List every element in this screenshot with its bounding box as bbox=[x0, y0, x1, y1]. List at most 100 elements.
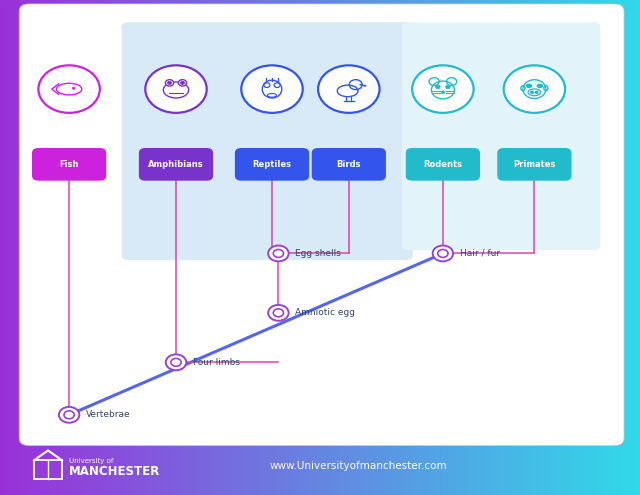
Bar bbox=[442, 0, 444, 495]
Bar bbox=[333, 0, 335, 495]
Circle shape bbox=[64, 411, 74, 419]
Bar bbox=[11, 0, 13, 495]
Bar bbox=[190, 0, 192, 495]
Bar bbox=[390, 0, 392, 495]
Bar bbox=[446, 0, 448, 495]
Circle shape bbox=[538, 85, 541, 87]
Circle shape bbox=[435, 85, 440, 89]
Bar bbox=[386, 0, 388, 495]
Bar bbox=[337, 0, 339, 495]
Bar bbox=[213, 0, 216, 495]
FancyBboxPatch shape bbox=[312, 148, 386, 181]
Bar bbox=[136, 0, 139, 495]
Bar bbox=[433, 0, 435, 495]
Bar bbox=[358, 0, 360, 495]
Bar bbox=[582, 0, 584, 495]
Bar bbox=[565, 0, 568, 495]
Bar bbox=[19, 0, 21, 495]
Bar bbox=[422, 0, 424, 495]
Bar bbox=[109, 0, 111, 495]
Bar bbox=[43, 0, 45, 495]
Bar bbox=[147, 0, 149, 495]
Circle shape bbox=[504, 65, 565, 113]
Text: www.Universityofmanchester.com: www.Universityofmanchester.com bbox=[269, 461, 447, 471]
Bar bbox=[424, 0, 427, 495]
Bar bbox=[68, 0, 70, 495]
Bar bbox=[504, 0, 506, 495]
Bar bbox=[408, 0, 410, 495]
Bar bbox=[149, 0, 152, 495]
Bar bbox=[412, 0, 414, 495]
Bar bbox=[262, 0, 264, 495]
Bar bbox=[36, 0, 38, 495]
Bar bbox=[499, 0, 501, 495]
Bar bbox=[395, 0, 397, 495]
Bar bbox=[83, 0, 85, 495]
Bar bbox=[154, 0, 156, 495]
Bar bbox=[350, 0, 352, 495]
Bar bbox=[369, 0, 371, 495]
Bar bbox=[616, 0, 619, 495]
Bar bbox=[354, 0, 356, 495]
Bar bbox=[143, 0, 145, 495]
Bar bbox=[177, 0, 179, 495]
Bar bbox=[544, 0, 546, 495]
Bar bbox=[563, 0, 565, 495]
Bar bbox=[62, 0, 64, 495]
Bar bbox=[34, 0, 36, 495]
Bar bbox=[64, 0, 66, 495]
Bar bbox=[164, 0, 166, 495]
Bar bbox=[24, 0, 26, 495]
Bar bbox=[56, 0, 58, 495]
Bar bbox=[186, 0, 188, 495]
Bar bbox=[264, 0, 267, 495]
Bar bbox=[194, 0, 196, 495]
Circle shape bbox=[412, 65, 474, 113]
Bar bbox=[414, 0, 416, 495]
Bar bbox=[546, 0, 548, 495]
Bar bbox=[0, 0, 2, 495]
Bar bbox=[171, 0, 173, 495]
Circle shape bbox=[168, 81, 172, 85]
Bar bbox=[26, 0, 28, 495]
Bar bbox=[205, 0, 207, 495]
Bar bbox=[365, 0, 367, 495]
Circle shape bbox=[318, 65, 380, 113]
Bar bbox=[612, 0, 614, 495]
Bar bbox=[493, 0, 495, 495]
Bar bbox=[90, 0, 92, 495]
Bar bbox=[75, 0, 77, 495]
Bar bbox=[450, 0, 452, 495]
Bar bbox=[335, 0, 337, 495]
Bar bbox=[4, 0, 6, 495]
Bar bbox=[309, 0, 312, 495]
Bar bbox=[328, 0, 331, 495]
Bar bbox=[275, 0, 277, 495]
Bar bbox=[273, 0, 275, 495]
Bar bbox=[301, 0, 303, 495]
Bar bbox=[102, 0, 104, 495]
Ellipse shape bbox=[537, 84, 543, 88]
Bar bbox=[51, 0, 53, 495]
Bar bbox=[241, 0, 243, 495]
Bar bbox=[81, 0, 83, 495]
Bar bbox=[540, 0, 542, 495]
Bar bbox=[2, 0, 4, 495]
Bar bbox=[516, 0, 518, 495]
Bar bbox=[378, 0, 380, 495]
FancyBboxPatch shape bbox=[235, 148, 309, 181]
Bar bbox=[604, 0, 606, 495]
Bar bbox=[576, 0, 578, 495]
Bar bbox=[200, 0, 203, 495]
Circle shape bbox=[38, 65, 100, 113]
Bar bbox=[523, 0, 525, 495]
Bar bbox=[465, 0, 467, 495]
Bar bbox=[58, 0, 60, 495]
Bar bbox=[399, 0, 401, 495]
Bar bbox=[589, 0, 591, 495]
FancyBboxPatch shape bbox=[32, 148, 106, 181]
Circle shape bbox=[441, 91, 445, 94]
Text: Four limbs: Four limbs bbox=[193, 358, 239, 367]
Bar bbox=[292, 0, 294, 495]
Bar bbox=[352, 0, 354, 495]
